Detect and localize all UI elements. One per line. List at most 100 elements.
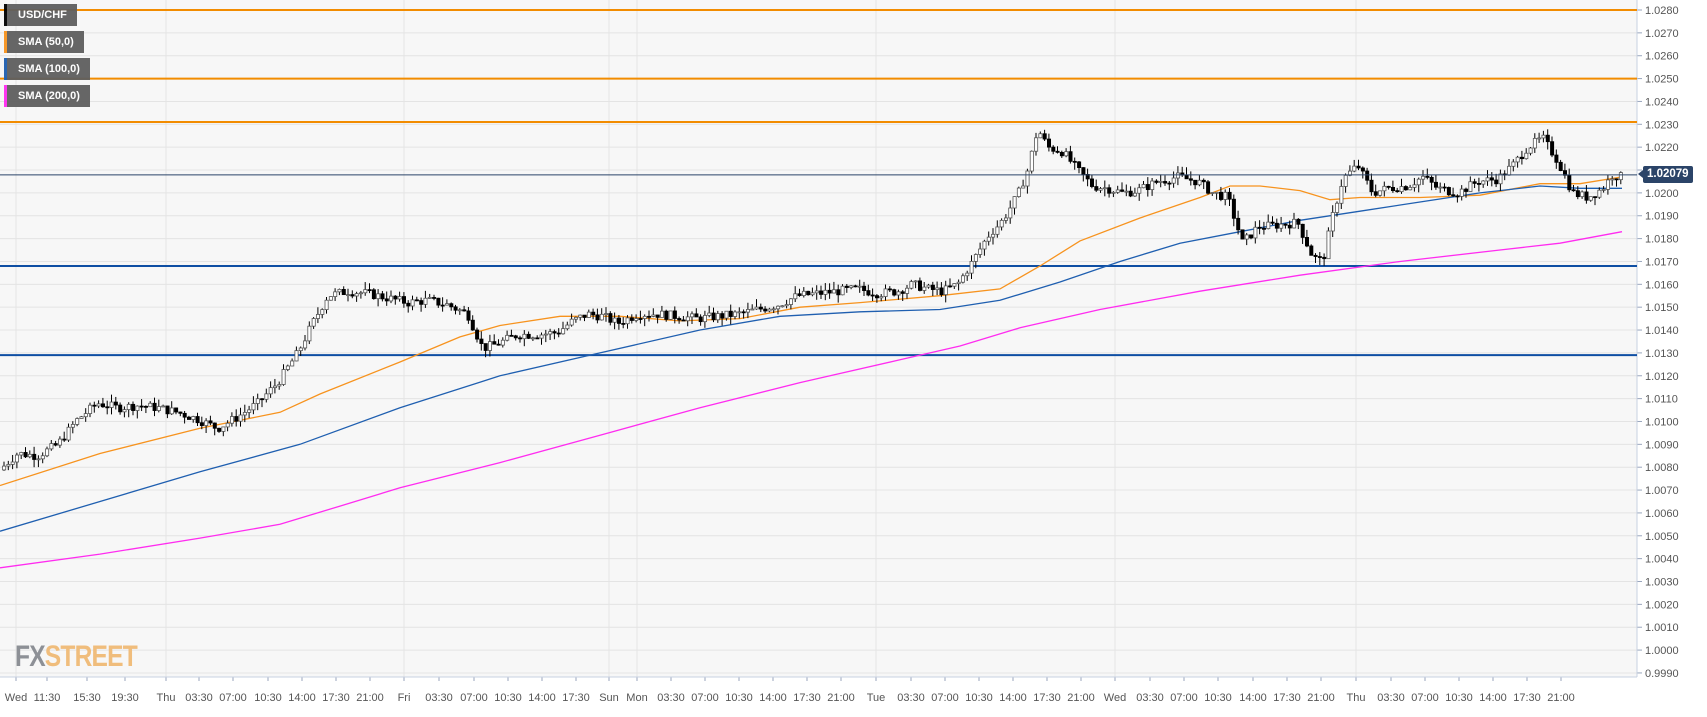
candle-bull [1102, 187, 1107, 190]
candle-bull [982, 240, 987, 250]
candle-bull [1025, 170, 1030, 187]
candle-bear [199, 422, 204, 426]
legend-item-sma50[interactable]: SMA (50,0) [4, 31, 84, 53]
x-tick-label: 17:30 [1513, 692, 1541, 704]
candle-bull [642, 315, 647, 319]
candle-bull [1382, 185, 1387, 192]
candle-bull [586, 311, 591, 318]
x-tick-label: 10:30 [965, 692, 993, 704]
candle-bear [1403, 186, 1408, 191]
y-tick-label: 1.0160 [1645, 279, 1679, 291]
candle-bull [913, 280, 918, 283]
x-tick-label: 07:00 [460, 692, 488, 704]
candle-bear [1584, 191, 1589, 201]
candle-bear [918, 280, 923, 291]
legend-swatch [4, 4, 7, 26]
candle-bear [1047, 138, 1052, 148]
y-tick-label: 1.0240 [1645, 96, 1679, 108]
candle-bull [634, 318, 639, 321]
x-tick-label: 21:00 [1547, 692, 1575, 704]
candle-bull [1008, 207, 1013, 219]
candle-bull [1223, 191, 1228, 200]
candle-bear [582, 314, 587, 318]
candle-bull [1580, 191, 1585, 198]
candle-bear [1550, 141, 1555, 156]
x-tick-label: 07:00 [1170, 692, 1198, 704]
candle-bull [389, 295, 394, 302]
plot-area[interactable] [0, 0, 1637, 677]
x-tick-label: 21:00 [1067, 692, 1095, 704]
candle-bear [513, 335, 518, 339]
candle-bear [174, 407, 179, 413]
candle-bull [1515, 156, 1520, 163]
candle-bear [870, 294, 875, 297]
candle-bull [19, 452, 24, 456]
legend-label: SMA (200,0) [18, 90, 80, 102]
x-tick-label: 07:00 [691, 692, 719, 704]
candle-bear [1434, 181, 1439, 188]
candle-bear [367, 289, 372, 292]
candle-bull [995, 226, 1000, 235]
candle-bull [569, 318, 574, 326]
candle-bear [638, 318, 643, 320]
candle-bear [462, 309, 467, 312]
y-tick-label: 1.0200 [1645, 188, 1679, 200]
candle-bear [1219, 191, 1224, 200]
candle-bull [324, 299, 329, 311]
candle-bull [935, 287, 940, 290]
x-tick-label: Tue [867, 692, 886, 704]
candle-bear [608, 313, 613, 323]
chart-legend: USD/CHF SMA (50,0) SMA (100,0) SMA (200,… [4, 4, 90, 112]
candle-bull [1150, 180, 1155, 191]
x-tick-label: 17:30 [322, 692, 350, 704]
candle-bear [1068, 151, 1073, 162]
candle-bull [1610, 178, 1615, 181]
candle-bear [819, 290, 824, 295]
candle-bear [1120, 189, 1125, 192]
y-tick-label: 1.0010 [1645, 622, 1679, 634]
candle-bull [1326, 230, 1331, 260]
candle-bull [574, 316, 579, 320]
y-tick-label: 1.0100 [1645, 416, 1679, 428]
candle-bear [1464, 188, 1469, 192]
candle-bear [186, 416, 191, 420]
candle-bull [1537, 137, 1542, 140]
candle-bear [1305, 237, 1310, 247]
x-tick-label: 21:00 [356, 692, 384, 704]
candle-bear [629, 317, 634, 321]
candle-bear [152, 402, 157, 411]
candle-bull [410, 299, 415, 307]
candle-bull [397, 296, 402, 300]
candle-bear [1283, 223, 1288, 226]
y-tick-label: 1.0130 [1645, 348, 1679, 360]
candle-bull [315, 314, 320, 319]
candle-bear [113, 401, 118, 406]
candle-bull [1335, 202, 1340, 213]
candle-bear [892, 289, 897, 296]
candle-bull [879, 296, 884, 299]
candle-bull [27, 453, 32, 458]
candle-bear [1455, 195, 1460, 198]
candle-bear [875, 295, 880, 299]
legend-item-sma200[interactable]: SMA (200,0) [4, 85, 90, 107]
legend-item-usdchf[interactable]: USD/CHF [4, 4, 77, 26]
candle-bull [1176, 172, 1181, 179]
candle-bull [784, 304, 789, 307]
x-tick-label: 21:00 [827, 692, 855, 704]
logo-street: STREET [44, 640, 138, 673]
candle-bull [543, 333, 548, 336]
x-tick-label: 19:30 [111, 692, 139, 704]
candle-bear [595, 314, 600, 321]
candle-bear [53, 443, 58, 446]
candle-bear [492, 341, 497, 345]
y-tick-label: 1.0060 [1645, 508, 1679, 520]
candle-bull [191, 416, 196, 420]
candle-bear [475, 329, 480, 340]
candle-bear [1059, 151, 1064, 157]
candle-bear [419, 300, 424, 305]
candle-bull [122, 409, 127, 413]
candle-bull [561, 328, 566, 335]
legend-item-sma100[interactable]: SMA (100,0) [4, 58, 90, 80]
